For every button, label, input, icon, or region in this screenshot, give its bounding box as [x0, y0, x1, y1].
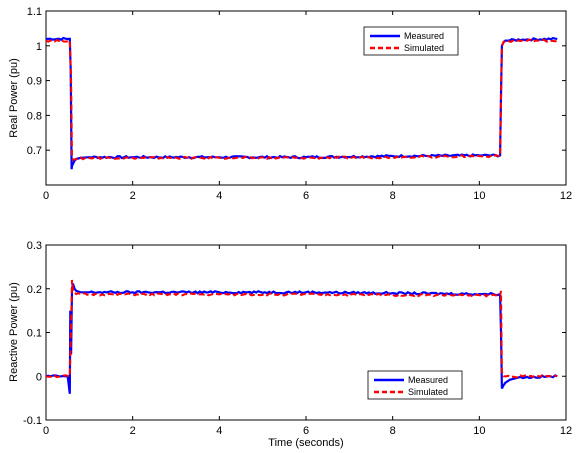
y-axis-label: Reactive Power (pu)	[8, 282, 20, 382]
y-tick-label: 0	[36, 371, 42, 383]
y-tick-label: 0.3	[27, 240, 42, 252]
x-tick-label: 0	[43, 425, 49, 437]
x-tick-label: 2	[130, 190, 136, 202]
x-tick-label: 10	[473, 190, 485, 202]
y-tick-label: 0.9	[27, 76, 42, 88]
x-tick-label: 12	[560, 190, 572, 202]
x-tick-label: 4	[216, 190, 222, 202]
y-tick-label: 1	[36, 41, 42, 53]
legend-measured-label: Measured	[404, 31, 444, 41]
legend: Measured Simulated	[367, 370, 463, 400]
y-tick-label: 0.8	[27, 110, 42, 122]
x-tick-label: 10	[473, 425, 485, 437]
y-axis-label: Real Power (pu)	[8, 58, 20, 137]
legend-simulated-label: Simulated	[404, 43, 444, 53]
real-power-plot: 0 2 4 6 8 10 12 0.7 0.8 0.9 1 1.1 Real Power (pu) M…	[8, 6, 572, 202]
y-tick-label: 1.1	[27, 6, 42, 18]
x-tick-label: 6	[303, 190, 309, 202]
reactive-power-plot: 0 2 4 6 8 10 12-0.100.10.20.3 Reactive Power (…	[8, 240, 572, 449]
x-tick-label: 8	[390, 425, 396, 437]
plot-area	[45, 244, 567, 421]
legend: Measured Simulated	[363, 26, 459, 56]
legend-box	[367, 370, 463, 400]
x-tick-label: 8	[390, 190, 396, 202]
y-tick-label: 0.2	[27, 284, 42, 296]
series-group	[45, 279, 558, 394]
series-group	[45, 36, 558, 170]
y-tick-label: 0.7	[27, 145, 42, 157]
x-axis-label: Time (seconds)	[268, 437, 343, 449]
y-tick-label: 0.1	[27, 328, 42, 340]
y-tick-label: -0.1	[23, 415, 42, 427]
series-line-measured	[45, 283, 558, 394]
legend-simulated-label: Simulated	[408, 387, 448, 397]
x-tick-label: 2	[130, 425, 136, 437]
series-line-simulated	[45, 38, 558, 162]
legend-box	[363, 26, 459, 56]
series-line-simulated	[45, 279, 558, 379]
legend-measured-label: Measured	[408, 375, 448, 385]
x-tick-label: 4	[216, 425, 222, 437]
x-tick-label: 6	[303, 425, 309, 437]
x-tick-label: 0	[43, 190, 49, 202]
x-tick-label: 12	[560, 425, 572, 437]
tick-group: 0 2 4 6 8 10 12-0.100.10.20.3	[23, 240, 572, 437]
tick-group: 0 2 4 6 8 10 12 0.7 0.8 0.9 1 1.1	[27, 6, 572, 202]
